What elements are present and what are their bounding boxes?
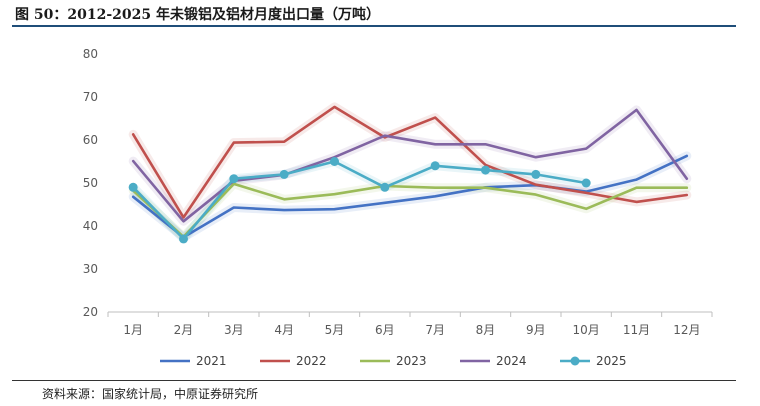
data-point-2025 <box>330 157 339 166</box>
data-point-2025 <box>581 178 591 188</box>
source-note: 资料来源：国家统计局，中原证券研究所 <box>42 387 259 401</box>
x-tick-label: 10月 <box>573 323 600 337</box>
legend-label-2021: 2021 <box>196 354 227 368</box>
y-tick-label: 60 <box>83 133 98 147</box>
title-rule <box>12 25 736 27</box>
y-tick-label: 30 <box>83 262 98 276</box>
data-point-2025 <box>179 234 188 244</box>
x-tick-label: 8月 <box>476 323 496 337</box>
legend-label-2025: 2025 <box>596 354 627 368</box>
x-tick-label: 1月 <box>123 323 143 337</box>
x-tick-label: 2月 <box>174 323 194 337</box>
x-tick-label: 12月 <box>673 323 700 337</box>
y-tick-label: 50 <box>83 176 98 190</box>
series-line-2023 <box>131 182 689 239</box>
y-tick-label: 80 <box>83 47 98 61</box>
legend-label-2024: 2024 <box>496 354 527 368</box>
source-rule <box>12 380 736 381</box>
x-tick-label: 4月 <box>274 323 294 337</box>
data-point-2025 <box>481 165 490 175</box>
data-point-2025 <box>128 182 138 192</box>
x-tick-label: 7月 <box>425 323 445 337</box>
y-tick-label: 20 <box>83 305 98 319</box>
series-line-2022 <box>131 105 689 219</box>
y-tick-label: 70 <box>83 90 98 104</box>
x-tick-label: 11月 <box>623 323 650 337</box>
y-tick-label: 40 <box>83 219 98 233</box>
series-lines <box>128 105 689 244</box>
legend-marker-2025 <box>570 356 580 366</box>
x-tick-label: 3月 <box>224 323 244 337</box>
x-tick-label: 5月 <box>325 323 345 337</box>
line-chart: 20 30 40 50 60 70 80 1月 2月 3月 4月 5月 6月 7月 8月 9月 10月 11月 12… <box>83 47 713 368</box>
data-point-2025 <box>229 174 239 184</box>
legend: 2021 2022 2023 2024 2025 <box>160 354 627 368</box>
legend-label-2022: 2022 <box>296 354 327 368</box>
legend-label-2023: 2023 <box>396 354 427 368</box>
data-point-2025 <box>531 169 541 179</box>
axes: 20 30 40 50 60 70 80 1月 2月 3月 4月 5月 6月 7月 8月 9月 10月 11月 12… <box>83 47 713 337</box>
series-line-2021 <box>131 154 689 239</box>
series-line-2025 <box>131 160 588 241</box>
x-tick-label: 9月 <box>526 323 546 337</box>
data-point-2025 <box>380 182 390 192</box>
data-point-2025 <box>430 161 440 171</box>
x-tick-label: 6月 <box>375 323 395 337</box>
figure-title: 图 50：2012-2025 年未锻铝及铝材月度出口量（万吨） <box>15 7 380 23</box>
data-point-2025 <box>279 169 289 179</box>
